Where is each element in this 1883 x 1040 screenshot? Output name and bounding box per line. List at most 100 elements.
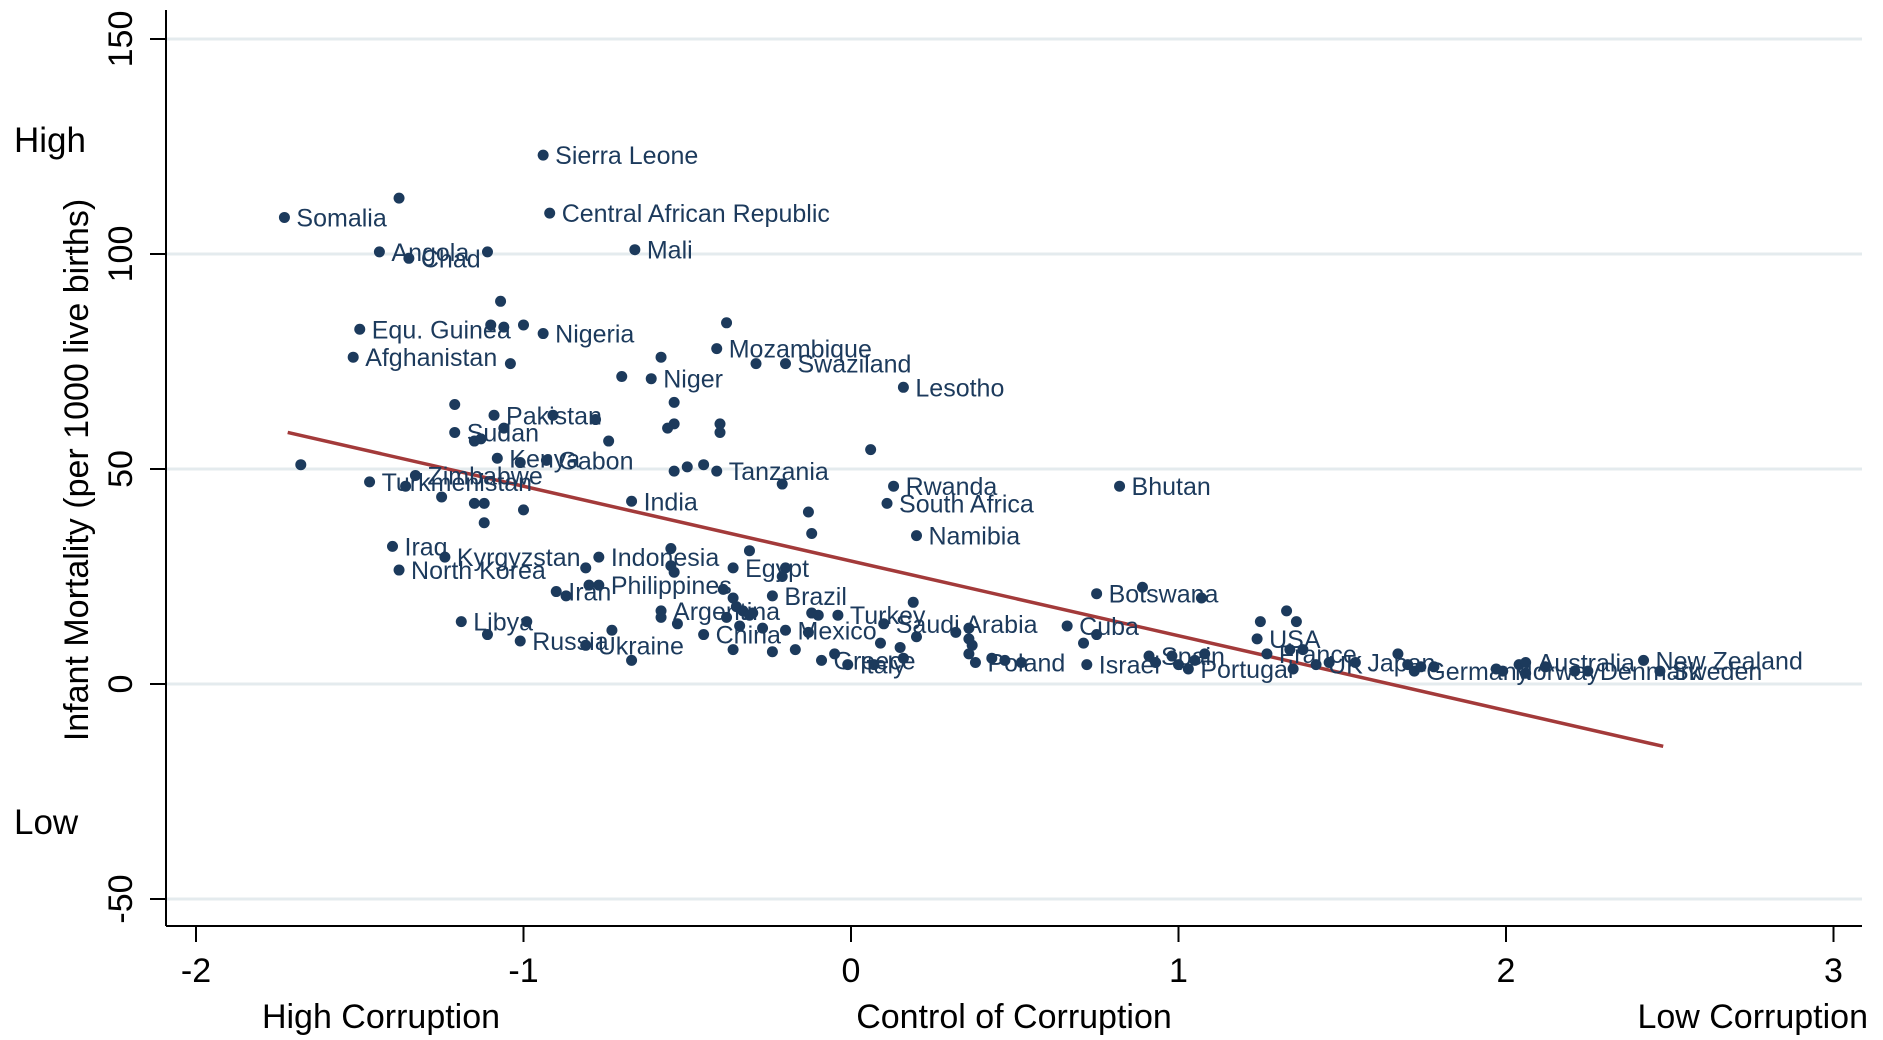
data-point-164 [1582,665,1594,677]
point-label-143: France [1279,641,1357,669]
data-point-121 [829,648,841,660]
data-point-158 [1497,665,1509,677]
data-point-138 [1182,663,1194,675]
data-point-115 [626,654,638,666]
data-point-33 [714,426,726,438]
point-label-138: Portugal [1200,656,1293,684]
data-point-38 [295,459,307,471]
data-point-17 [711,343,723,355]
data-point-93 [721,611,733,623]
data-point-96 [780,624,791,636]
data-point-104 [963,622,975,634]
point-label-63: Iraq [405,533,448,561]
data-point-141 [1251,633,1263,645]
data-point-76 [593,579,605,591]
x-tick-label-2: 0 [842,952,861,990]
point-label-165: New Zealand [1656,647,1803,675]
point-label-154: Germany [1426,658,1529,686]
point-label-49: Turkmenistan [382,469,533,497]
data-point-49 [364,476,376,488]
data-point-39 [491,452,503,464]
point-label-41: Gabon [558,447,633,475]
point-label-19: Swaziland [798,351,912,379]
data-point-94 [734,620,746,632]
point-label-57: South Africa [899,490,1034,518]
data-point-44 [681,461,693,473]
data-point-144 [1281,605,1293,617]
x-tick-label-5: 3 [1824,952,1843,990]
data-point-112 [514,635,526,647]
x-tick-label-3: 1 [1169,952,1188,990]
data-point-57 [881,497,893,509]
point-label-47: Zimbabwe [427,462,542,490]
data-point-0 [278,211,290,223]
data-point-65 [743,545,755,557]
x-left-end-label: High Corruption [262,998,500,1036]
data-point-40 [514,457,526,469]
data-point-124 [874,637,886,649]
data-point-16 [721,317,733,329]
point-label-7: Mali [647,237,693,265]
point-label-166: Sweden [1672,658,1762,686]
point-label-9: Afghanistan [365,344,497,372]
data-point-11 [485,319,497,331]
data-point-131 [1015,657,1027,668]
data-point-85 [747,607,759,619]
data-point-71 [668,566,680,578]
data-point-116 [698,629,710,641]
point-label-39: Kenya [509,445,580,473]
data-point-41 [540,454,552,466]
data-point-139 [1189,654,1201,666]
data-point-34 [449,426,461,438]
data-point-151 [1349,657,1361,668]
data-point-1 [393,192,405,204]
data-point-81 [766,590,778,602]
data-point-130 [999,654,1011,666]
data-point-56 [626,495,638,507]
data-point-95 [757,622,769,634]
point-label-52: Bhutan [1132,473,1211,501]
data-point-27 [498,422,510,434]
point-label-116: China [716,622,781,650]
data-point-89 [1195,592,1207,604]
data-point-26 [488,409,500,421]
data-point-142 [1254,616,1266,628]
x-tick-label-4: 2 [1497,952,1516,990]
point-label-22: Niger [663,366,723,394]
point-label-96: Mexico [798,617,877,645]
data-point-59 [802,506,814,518]
data-point-54 [468,497,480,509]
data-point-23 [897,381,909,393]
point-label-56: India [644,488,698,516]
data-point-156 [1428,661,1440,673]
data-point-37 [603,435,615,447]
point-label-76: Philippines [611,572,732,600]
data-point-123 [868,659,880,671]
data-point-149 [1310,659,1322,671]
data-point-92 [671,618,683,630]
data-point-25 [668,396,680,408]
data-point-48 [400,480,412,492]
point-label-120: Greece [834,647,916,675]
point-label-112: Russia [532,628,609,656]
data-point-143 [1261,648,1273,660]
point-label-77: Iran [568,579,611,607]
point-label-164: Denmark [1600,658,1702,686]
data-point-74 [776,571,788,582]
data-point-86 [907,596,919,608]
data-point-120 [816,654,828,666]
data-point-162 [1539,661,1551,673]
point-label-90: Argentina [673,598,780,626]
data-point-106 [966,639,978,651]
x-tick-label-0: -2 [181,952,211,990]
data-point-15 [504,358,516,370]
data-point-64 [665,543,677,555]
data-point-47 [409,469,421,481]
point-label-6: Central African Republic [562,200,830,228]
point-label-67: Indonesia [611,544,720,572]
point-label-113: Ukraine [598,632,684,660]
data-point-46 [711,465,723,477]
point-label-122: Italy [860,652,906,680]
point-label-160: Australia [1538,650,1635,678]
